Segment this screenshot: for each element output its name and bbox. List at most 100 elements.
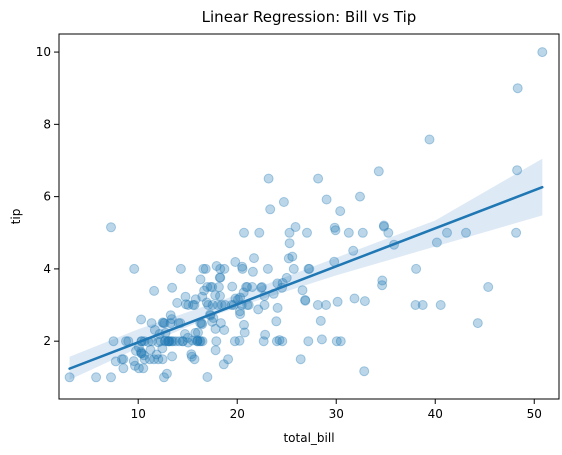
scatter-point <box>162 336 173 347</box>
scatter-point <box>235 309 246 320</box>
scatter-point <box>198 263 209 274</box>
scatter-point <box>110 356 121 367</box>
scatter-point <box>149 285 160 296</box>
x-axis-ticks: 10 20 30 40 50 <box>131 399 542 421</box>
scatter-point <box>151 349 162 360</box>
scatter-point <box>287 251 298 262</box>
x-tick-label: 10 <box>131 407 146 421</box>
scatter-point <box>241 282 252 292</box>
scatter-point <box>166 336 177 347</box>
scatter-point <box>461 227 471 238</box>
scatter-point <box>274 335 285 346</box>
scatter-point <box>239 227 249 238</box>
scatter-point <box>303 336 314 347</box>
scatter-point <box>118 354 129 365</box>
scatter-point <box>106 222 116 233</box>
scatter-point <box>234 306 245 317</box>
plot-frame <box>58 33 560 400</box>
y-tick-label: 10 <box>36 45 51 59</box>
scatter-point <box>161 368 172 379</box>
scatter-point <box>237 263 248 274</box>
scatter-point <box>227 281 238 292</box>
scatter-point <box>254 227 265 238</box>
scatter-point <box>278 197 289 207</box>
x-tick-label: 40 <box>428 407 443 421</box>
scatter-point <box>165 310 176 321</box>
scatter-point <box>139 354 150 365</box>
scatter-point <box>359 366 370 377</box>
scatter-point <box>157 343 168 354</box>
scatter-point <box>215 263 226 274</box>
scatter-point <box>165 318 176 329</box>
scatter-point <box>300 295 311 305</box>
y-tick-label: 4 <box>43 262 51 276</box>
x-axis-label: total_bill <box>283 431 334 445</box>
scatter-point <box>383 227 394 238</box>
regression-line <box>68 185 544 370</box>
scatter-point <box>359 296 370 307</box>
scatter-point <box>210 290 221 301</box>
scatter-point <box>238 287 249 298</box>
scatter-point <box>190 294 201 305</box>
scatter-point <box>186 351 197 362</box>
scatter-point <box>417 300 428 310</box>
scatter-point <box>288 263 299 274</box>
scatter-point <box>205 282 216 292</box>
scatter-point <box>219 325 230 335</box>
scatter-point <box>260 329 271 340</box>
scatter-points <box>64 47 548 383</box>
scatter-point <box>207 316 218 327</box>
scatter-point <box>313 173 324 184</box>
scatter-point <box>128 356 139 367</box>
scatter-point <box>153 354 164 365</box>
scatter-point <box>139 350 149 361</box>
scatter-point <box>207 300 218 310</box>
scatter-point <box>312 300 323 310</box>
scatter-point <box>215 318 226 329</box>
y-axis-ticks: 2 4 6 8 10 <box>36 45 59 348</box>
scatter-point <box>237 261 248 272</box>
scatter-point <box>178 336 188 347</box>
scatter-point <box>335 206 346 217</box>
scatter-point <box>159 336 170 347</box>
scatter-point <box>242 282 253 292</box>
scatter-point <box>167 282 178 293</box>
scatter-point <box>108 336 119 347</box>
scatter-point <box>174 336 185 347</box>
scatter-point <box>136 314 147 325</box>
scatter-point <box>180 291 191 302</box>
scatter-point <box>377 275 388 286</box>
scatter-point <box>192 336 203 347</box>
scatter-point <box>136 348 147 359</box>
scatter-point <box>138 363 149 374</box>
scatter-point <box>202 372 213 382</box>
scatter-point <box>295 354 306 365</box>
scatter-point <box>215 272 226 283</box>
scatter-point <box>212 300 223 310</box>
scatter-point <box>189 300 200 310</box>
scatter-point <box>472 318 483 329</box>
scatter-point <box>197 319 208 330</box>
scatter-point <box>239 319 249 330</box>
scatter-point <box>133 363 144 374</box>
scatter-point <box>157 354 168 365</box>
scatter-point <box>130 360 140 371</box>
scatter-point <box>180 329 190 339</box>
scatter-point <box>377 280 388 291</box>
scatter-point <box>91 372 102 383</box>
scatter-point <box>331 336 342 347</box>
scatter-point <box>131 345 141 356</box>
scatter-point <box>316 334 327 345</box>
scatter-point <box>284 238 295 249</box>
scatter-point <box>201 297 212 308</box>
scatter-point <box>202 282 213 292</box>
scatter-point <box>181 299 191 310</box>
scatter-point <box>297 285 308 296</box>
scatter-point <box>259 300 270 310</box>
scatter-point <box>230 257 241 267</box>
scatter-point <box>211 336 222 347</box>
scatter-point <box>223 354 234 365</box>
scatter-point <box>172 297 183 308</box>
scatter-point <box>189 354 200 365</box>
y-tick-label: 2 <box>43 334 51 348</box>
